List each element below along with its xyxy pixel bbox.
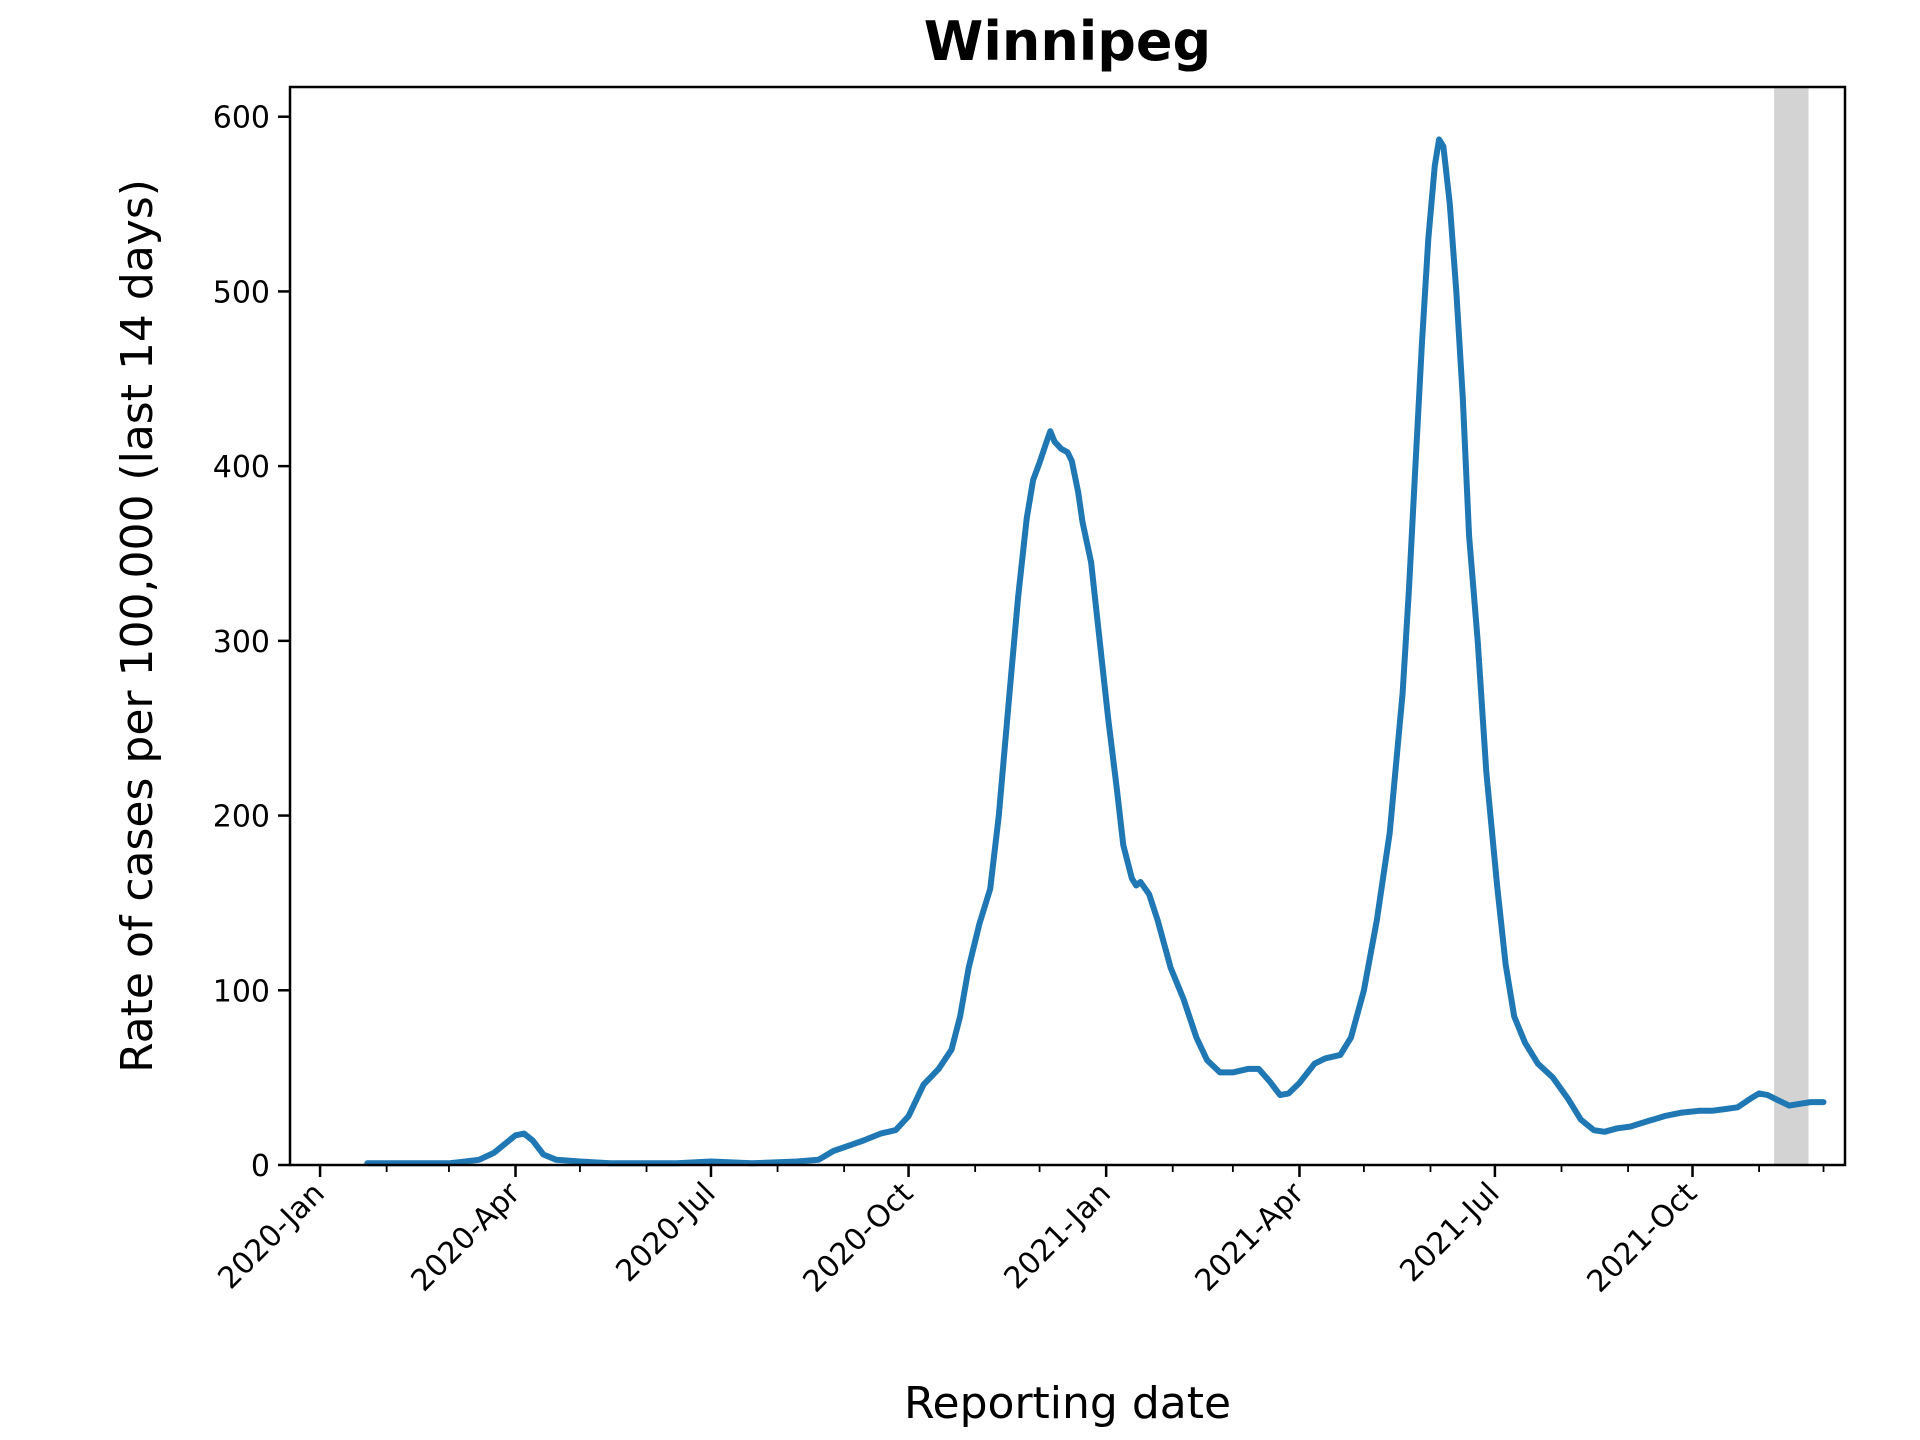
series-line-0 [364, 136, 1827, 1167]
x-axis: 2020-Jan 2020-Apr 2020-Jul 2020-Oct 2021-Jan… [211, 1165, 1825, 1300]
series-layer [364, 136, 1827, 1167]
y-tick-label: 100 [213, 974, 270, 1009]
x-tick-label: 2020-Apr [405, 1175, 528, 1298]
chart-title: Winnipeg [924, 10, 1211, 73]
x-tick-label: 2021-Jul [1393, 1176, 1506, 1289]
y-axis: 0 100 200 300 400 500 600 [213, 101, 290, 1184]
y-tick-label: 0 [251, 1149, 270, 1184]
y-tick-label: 600 [213, 101, 270, 136]
x-tick-label: 2021-Jan [998, 1176, 1118, 1296]
shaded-region-layer [1774, 87, 1809, 1165]
shaded-region [1774, 87, 1809, 1165]
x-tick-label: 2021-Apr [1188, 1175, 1311, 1298]
x-tick-label: 2020-Jul [609, 1176, 722, 1289]
plot-frame [288, 85, 1847, 1167]
x-tick-label: 2020-Jan [211, 1176, 331, 1296]
x-tick-label: 2021-Oct [1580, 1176, 1704, 1300]
y-axis-title: Rate of cases per 100,000 (last 14 days) [112, 179, 163, 1073]
x-tick-label: 2020-Oct [797, 1176, 921, 1300]
y-tick-label: 300 [213, 625, 270, 660]
x-axis-title: Reporting date [904, 1378, 1231, 1429]
y-tick-label: 500 [213, 275, 270, 310]
y-tick-label: 400 [213, 450, 270, 485]
y-tick-label: 200 [213, 800, 270, 835]
